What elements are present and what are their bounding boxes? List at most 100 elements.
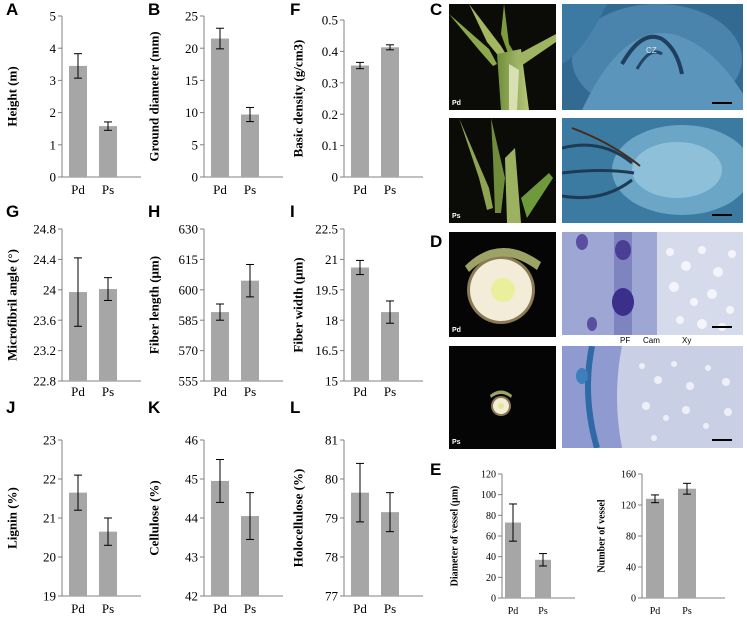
x-tick-label: Pd [71, 384, 85, 399]
chart-cellulose: 42 43 44 45 46 Pd Ps Cellulose (%) [147, 433, 283, 616]
bar-pd [211, 38, 229, 177]
chart-fiber-length: 555 570 585 600 615 630 Pd Ps Fiber length (μm) [147, 222, 283, 399]
y-tick-label: 0.2 [322, 107, 338, 122]
chart-vessel-number: 0 40 80 120 160 Pd Ps Number of vessel [597, 470, 725, 617]
x-tick-label: Pd [353, 601, 367, 616]
crosssection-pd-image [465, 247, 541, 324]
bar-ps [99, 126, 117, 177]
y-axis-label: Fiber length (μm) [147, 256, 162, 354]
label-cz: CZ [646, 46, 657, 55]
x-tick-label: Pd [213, 384, 227, 399]
y-tick-label: 22.8 [33, 374, 56, 389]
y-tick-label: 16.5 [315, 343, 338, 358]
panel-letter-b: B [148, 0, 161, 19]
y-axis-label: Holocellulose (%) [291, 469, 306, 568]
y-tick-label: 43 [185, 550, 198, 565]
x-tick-label: Ps [384, 601, 396, 616]
y-tick-label: 0 [631, 594, 636, 605]
bar-pd [69, 292, 87, 381]
bar-ps [241, 114, 259, 177]
y-tick-label: 15 [325, 374, 338, 389]
panel-letter-c: C [430, 0, 443, 19]
micro-ps-image [562, 346, 743, 448]
photo-pd-micro [562, 232, 743, 335]
x-tick-label: Ps [384, 182, 396, 197]
y-tick-label: 630 [179, 222, 199, 237]
panel-letter-j: J [6, 398, 16, 417]
bar-pd [211, 312, 229, 381]
label-pd: Pd [452, 100, 461, 107]
x-tick-label: Ps [384, 384, 396, 399]
y-axis-label: Lignin (%) [5, 487, 20, 549]
bar-ps [381, 47, 399, 178]
y-tick-label: 24.8 [33, 222, 56, 237]
y-tick-label: 80 [325, 472, 338, 487]
panel-letter-l: L [290, 398, 301, 417]
x-tick-label: Pd [650, 606, 661, 617]
section-ps-image [562, 118, 743, 223]
y-axis-label: Fiber width (μm) [291, 257, 306, 352]
bar-pd [351, 65, 369, 177]
y-tick-label: 120 [481, 470, 496, 481]
y-tick-label: 160 [621, 470, 636, 481]
y-axis-label: Cellulose (%) [147, 480, 162, 555]
panel-letter-g: G [6, 202, 20, 221]
y-tick-label: 615 [179, 252, 199, 267]
photo-ps-crosssection: Ps [449, 346, 556, 449]
label-pd-d: Pd [452, 327, 461, 334]
chart-height: 0 1 2 3 4 5 Pd Ps Height (m) [5, 9, 141, 197]
photo-ps-section [562, 118, 743, 223]
photo-pd-shoot: Pd [449, 4, 556, 110]
y-tick-label: 40 [626, 563, 636, 574]
label-ps-d: Ps [452, 439, 461, 446]
y-tick-label: 46 [185, 433, 199, 448]
x-tick-label: Pd [71, 601, 85, 616]
label-cam: Cam [643, 336, 660, 345]
label-ps: Ps [452, 213, 461, 220]
y-tick-label: 23 [43, 433, 56, 448]
y-tick-label: 15 [185, 73, 198, 88]
bar-ps [99, 289, 117, 381]
y-tick-label: 570 [179, 343, 199, 358]
chart-basic-density: 0 0.1 0.2 0.3 0.4 0.5 Pd Ps Basic density (g/cm3… [291, 13, 423, 197]
bar-pd [211, 480, 229, 596]
x-tick-label: Ps [244, 601, 256, 616]
bar-ps [241, 516, 259, 596]
photo-ps-shoot: Ps [449, 118, 556, 223]
y-tick-label: 19 [43, 589, 56, 604]
bar-ps [381, 312, 399, 381]
chart-lignin: 19 20 21 22 23 Pd Ps Lignin (%) [5, 433, 141, 616]
x-tick-label: Pd [353, 384, 367, 399]
y-tick-label: 40 [486, 552, 496, 563]
y-tick-label: 585 [179, 313, 199, 328]
bar-ps [99, 531, 117, 596]
chart-holocellulose: 77 78 79 80 81 Pd Ps Holocellulose (%) [291, 433, 423, 616]
bar-pd [646, 498, 664, 598]
x-tick-label: Ps [102, 384, 114, 399]
y-tick-label: 5 [50, 9, 57, 24]
chart-ground-diameter: 0 5 10 15 20 25 Pd Ps Ground diameter (mm) [147, 9, 283, 197]
y-tick-label: 18 [325, 313, 338, 328]
panel-letter-i: I [290, 202, 295, 221]
y-axis-label: Basic density (g/cm3) [291, 40, 306, 158]
y-tick-label: 19.5 [315, 282, 338, 297]
y-axis-label: Height (m) [5, 66, 20, 126]
x-tick-label: Ps [102, 601, 114, 616]
y-tick-label: 0.1 [322, 138, 338, 153]
x-tick-label: Pd [71, 182, 85, 197]
shoot-ps-image [459, 118, 553, 223]
panel-letter-h: H [148, 202, 161, 221]
y-tick-label: 22 [43, 472, 56, 487]
x-tick-label: Pd [213, 601, 227, 616]
panel-letter-k: K [148, 398, 161, 417]
y-tick-label: 44 [185, 511, 199, 526]
bar-ps [241, 280, 259, 381]
y-tick-label: 0.5 [322, 13, 338, 28]
bar-pd [351, 492, 369, 596]
panel-letter-a: A [6, 0, 19, 19]
label-xy: Xy [682, 336, 692, 345]
y-tick-label: 5 [192, 137, 199, 152]
x-tick-label: Ps [244, 384, 256, 399]
label-pf: PF [620, 336, 631, 345]
